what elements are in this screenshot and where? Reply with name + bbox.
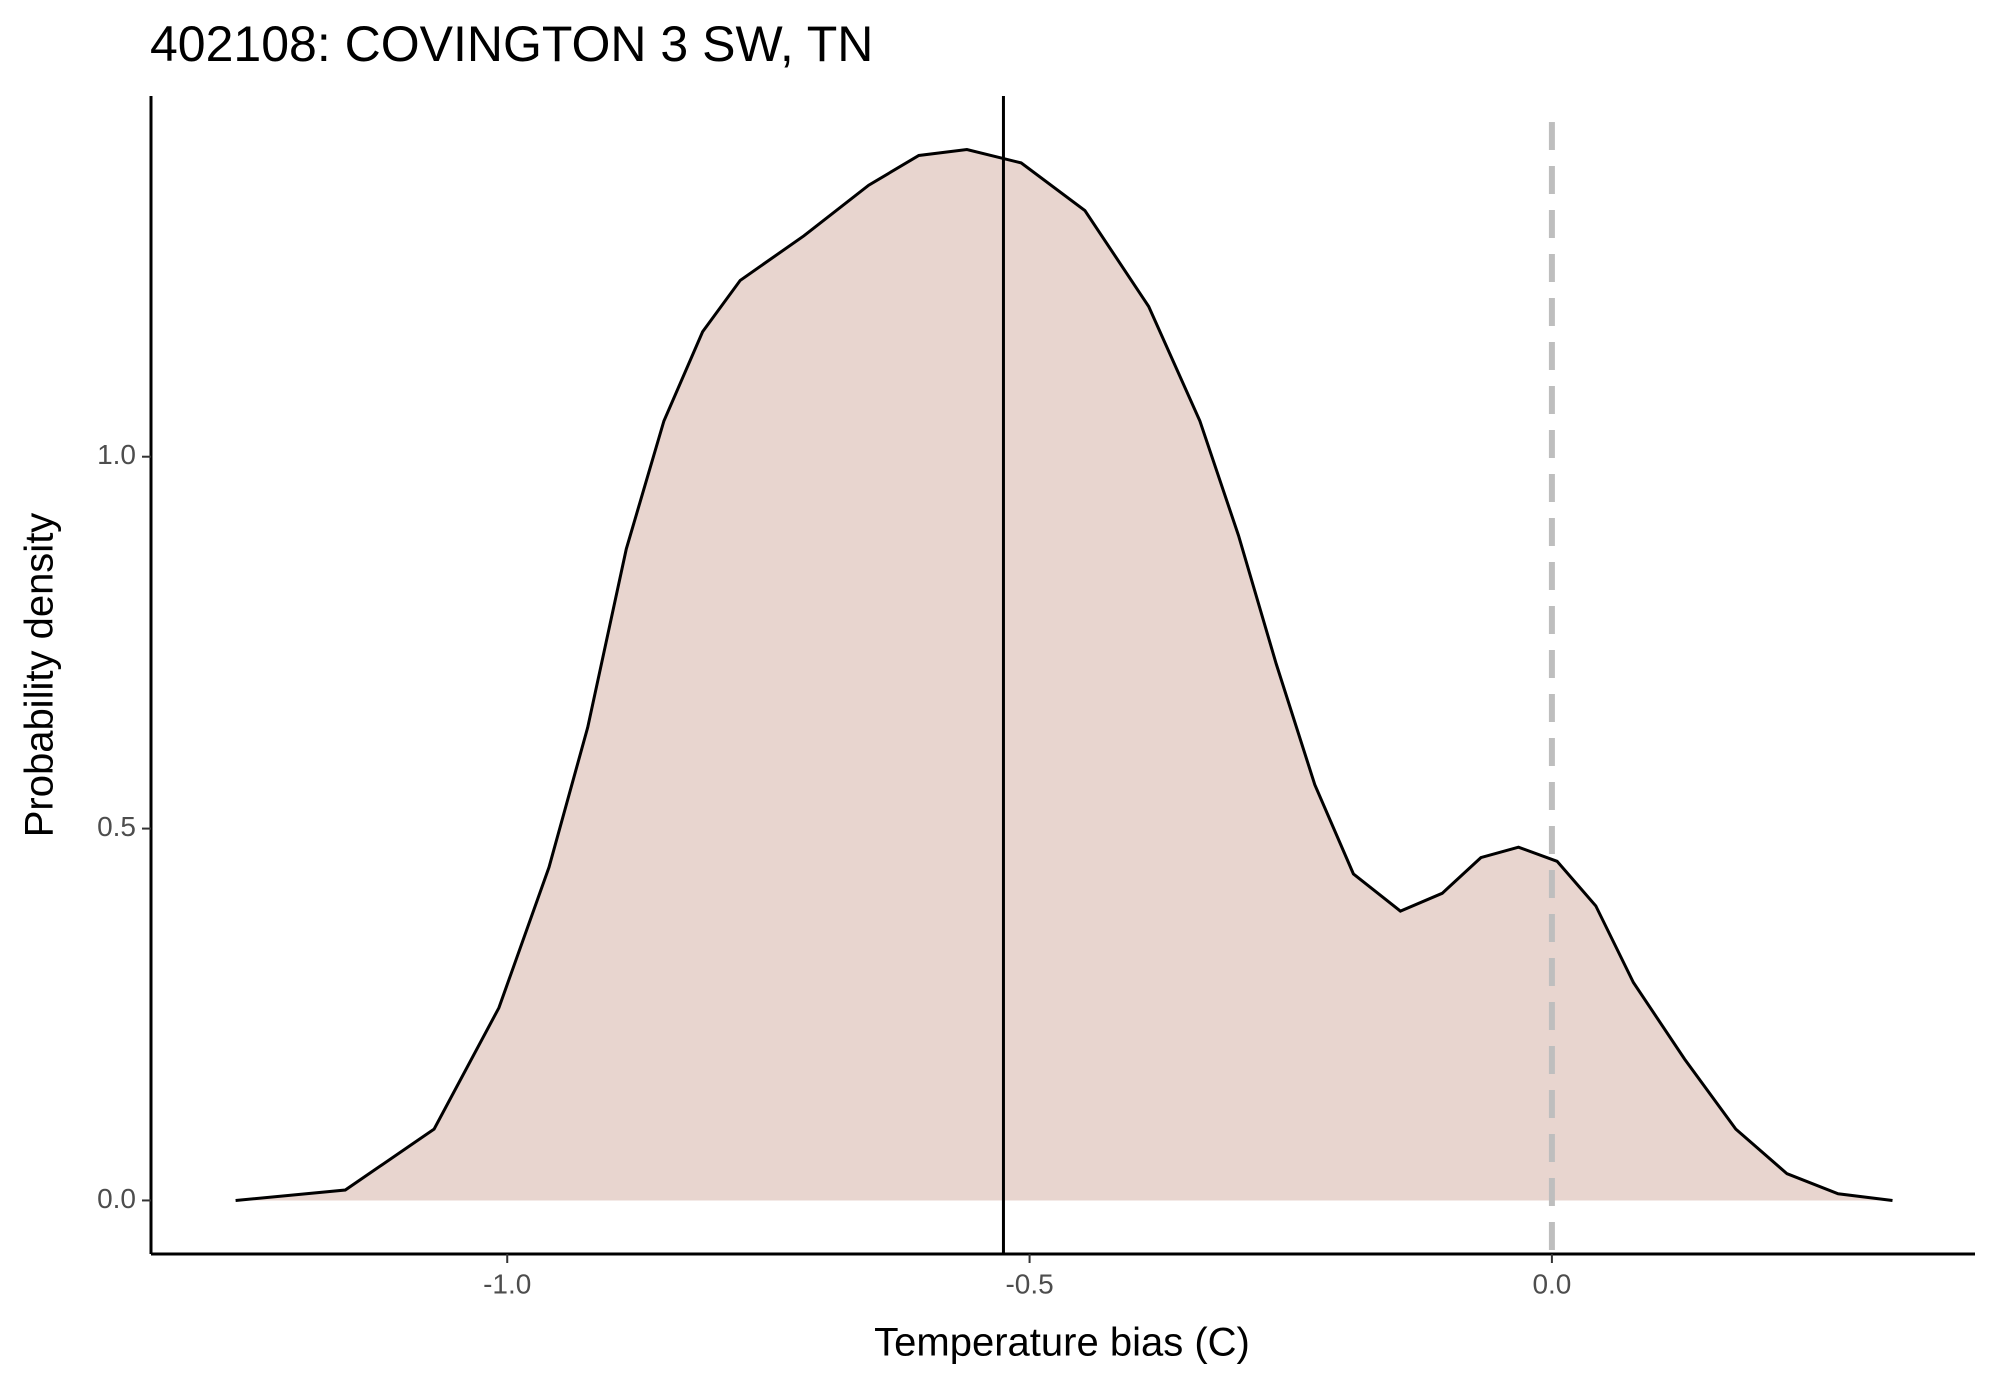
- x-tick-label: 0.0: [1532, 1268, 1571, 1299]
- y-tick-label: 0.5: [97, 811, 136, 842]
- x-tick-label: -0.5: [1005, 1268, 1053, 1299]
- density-line: [235, 147, 1893, 1202]
- y-tick-label: 1.0: [97, 439, 136, 470]
- x-axis-title: Temperature bias (C): [874, 1321, 1250, 1365]
- x-tick-label: -1.0: [483, 1268, 531, 1299]
- y-axis-title: Probability density: [18, 513, 62, 838]
- y-tick-label: 0.0: [97, 1183, 136, 1214]
- density-area: [235, 149, 1893, 1201]
- chart-title: 402108: COVINGTON 3 SW, TN: [150, 16, 873, 72]
